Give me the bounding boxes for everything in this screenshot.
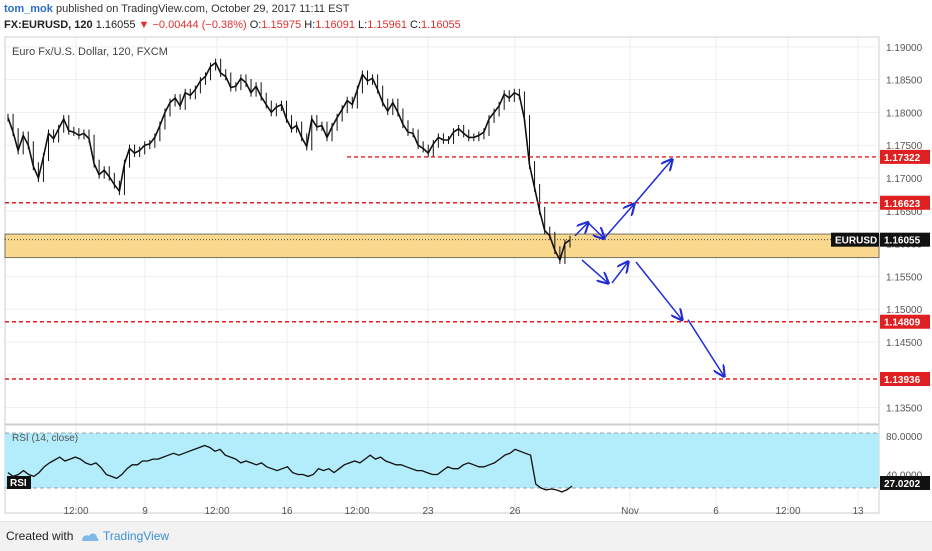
close-label: C: (410, 19, 422, 31)
x-tick-label: 12:00 (204, 506, 229, 517)
low-value: 1.15961 (367, 19, 407, 31)
y-tick-label: 1.19000 (886, 43, 923, 54)
level-price-label: 1.16623 (884, 199, 921, 210)
projection-arrow-up (574, 223, 588, 237)
level-price-tag (880, 195, 930, 210)
symbol-line: FX:EURUSD, 120 1.16055 ▼ −0.00444 (−0.38… (4, 18, 461, 33)
y-tick-label: 1.18000 (886, 108, 923, 119)
x-tick-label: 12:00 (63, 506, 88, 517)
y-tick-label: 1.14500 (886, 338, 923, 349)
level-price-label: 1.13936 (884, 375, 921, 386)
open-label: O: (249, 19, 262, 31)
last-price: 1.16055 (95, 19, 136, 31)
last-price-label: 1.16055 (884, 236, 921, 247)
price-pane: Euro Fx/U.S. Dollar, 120, FXCM (4, 46, 880, 380)
price-change: −0.00444 (−0.38%) (152, 19, 247, 31)
level-price-label: 1.14809 (884, 318, 921, 329)
last-price-tag (880, 232, 930, 247)
series-name-tag (831, 232, 879, 247)
rsi-last-label: 27.0202 (884, 479, 921, 490)
rsi-title: RSI (14, close) (12, 433, 78, 444)
x-tick-label: 16 (281, 506, 293, 517)
open-value: 1.15975 (261, 19, 302, 31)
rsi-series-tag (7, 476, 31, 489)
price-pane-border (4, 36, 880, 425)
x-tick-label: 6 (713, 506, 719, 517)
level-price-tag (880, 372, 930, 387)
level-price-label: 1.17322 (884, 153, 921, 164)
y-tick-label: 1.13500 (886, 404, 923, 415)
high-label: H: (304, 19, 316, 31)
projection-arrow-up (633, 160, 672, 205)
footer: Created with TradingView (0, 521, 932, 551)
created-with-text: Created with (6, 529, 74, 543)
x-tick-label: 12:00 (775, 506, 800, 517)
price-series-line (7, 61, 571, 263)
level-price-tag (880, 314, 930, 329)
y-tick-label: 1.15500 (886, 272, 923, 283)
pane-title: Euro Fx/U.S. Dollar, 120, FXCM (12, 46, 168, 58)
tradingview-brand-link[interactable]: TradingView (103, 529, 170, 543)
projection-arrow-down (611, 262, 628, 284)
x-tick-label: 13 (852, 506, 864, 517)
projection-arrow-down (635, 261, 682, 320)
published-text: published on TradingView.com, October 29… (52, 3, 350, 15)
x-tick-label: 12:00 (344, 506, 369, 517)
rsi-line (7, 444, 573, 493)
rsi-band (5, 433, 879, 488)
y-tick-label: 1.16500 (886, 207, 923, 218)
rsi-last-tag (880, 476, 930, 490)
projection-arrow-up (587, 222, 604, 239)
y-tick-label: 1.17000 (886, 174, 923, 185)
author-name[interactable]: tom_mok (4, 3, 53, 15)
rsi-tick-label: 40.0000 (886, 470, 923, 481)
support-zone (4, 233, 880, 259)
close-value: 1.16055 (421, 19, 461, 31)
x-tick-label: 9 (142, 506, 148, 517)
x-tick-label: 23 (422, 506, 434, 517)
projection-arrow-down (581, 259, 608, 283)
projection-arrow-down (687, 319, 724, 376)
rsi-pane: RSI (14, close) RSI (5, 432, 879, 493)
publish-line: tom_mok published on TradingView.com, Oc… (4, 2, 349, 17)
y-tick-label: 1.15000 (886, 305, 923, 316)
projection-arrow-up (603, 204, 634, 239)
low-label: L: (358, 19, 368, 31)
y-tick-label: 1.17500 (886, 141, 923, 152)
rsi-series-label: RSI (10, 478, 27, 489)
tradingview-logo-icon (82, 533, 99, 541)
symbol: FX:EURUSD, 120 (4, 19, 93, 31)
rsi-tick-label: 80.0000 (886, 432, 923, 443)
down-triangle-icon: ▼ (138, 19, 150, 31)
series-name-label: EURUSD (835, 236, 877, 247)
x-tick-label: Nov (621, 506, 639, 517)
high-value: 1.16091 (315, 19, 355, 31)
y-tick-label: 1.18500 (886, 76, 923, 87)
level-price-tag (880, 149, 930, 164)
axes: 1.19000 1.18500 1.18000 1.17500 1.17000 1.165… (63, 43, 930, 517)
x-tick-label: 26 (509, 506, 521, 517)
